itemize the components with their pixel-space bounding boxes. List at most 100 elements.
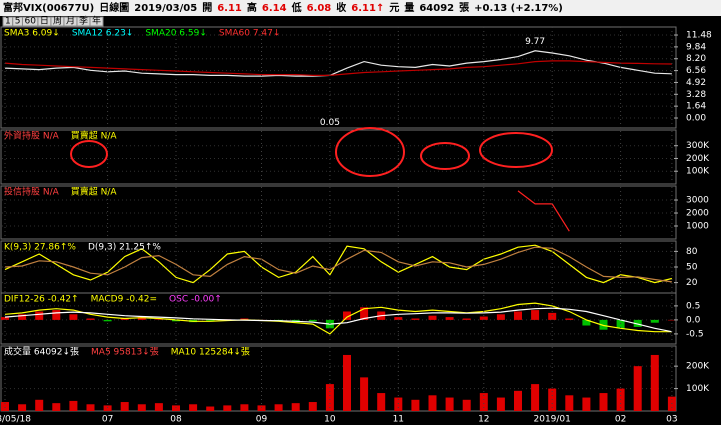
bar xyxy=(154,403,163,411)
circle-annotation xyxy=(70,140,108,168)
x-tick-label: 02 xyxy=(615,415,626,425)
x-tick-label: 12 xyxy=(478,415,489,425)
y-tick-label: 2000 xyxy=(686,209,709,219)
toolbar-button-bg[interactable] xyxy=(89,16,104,27)
bar xyxy=(496,314,505,320)
header-field: 開 xyxy=(202,2,212,14)
series-line xyxy=(4,307,673,333)
bar xyxy=(120,402,129,411)
legend-entry: 買賣超 N/A xyxy=(71,130,118,142)
panel-frame xyxy=(0,26,677,129)
toolbar-button[interactable]: 5 xyxy=(15,17,21,27)
x-tick-label: 10 xyxy=(324,415,336,425)
legend-entry: MA10 125284↓張 xyxy=(171,347,250,358)
y-tick-label: 0.0 xyxy=(686,315,701,325)
legend-entry: MACD9 -0.42= xyxy=(91,295,157,305)
bar xyxy=(599,393,608,411)
bar xyxy=(479,393,488,411)
circle-annotation xyxy=(420,142,470,170)
legend-entry: 買賣超 N/A xyxy=(71,186,118,198)
toolbar-button[interactable]: 1 xyxy=(5,17,11,27)
series-line xyxy=(4,50,672,77)
legend-entry: OSC -0.00↑ xyxy=(169,295,222,305)
bar xyxy=(240,318,249,320)
bar xyxy=(137,404,146,411)
annotation: 0.05 xyxy=(320,118,340,128)
bar xyxy=(35,311,44,320)
bar xyxy=(69,400,78,411)
bar xyxy=(462,399,471,411)
legend-entry: SMA12 6.23↓ xyxy=(72,29,134,39)
header-field: 2019/03/05 xyxy=(134,3,197,14)
panel-frame xyxy=(0,129,677,185)
bar xyxy=(206,319,215,321)
bar xyxy=(514,311,522,320)
header-field: 張 xyxy=(459,2,470,14)
y-tick-label: 6.56 xyxy=(686,66,706,76)
bar xyxy=(1,317,9,320)
y-tick-label: 1000 xyxy=(686,222,709,232)
legend-entry: D(9,3) 21.25↑% xyxy=(88,243,161,253)
y-tick-label: 100K xyxy=(686,167,710,177)
bar xyxy=(189,404,198,411)
y-tick-label: 3000 xyxy=(686,196,709,206)
legend-entry: SMA3 6.09↓ xyxy=(4,29,60,39)
header-field: 6.11↑ xyxy=(351,3,384,14)
bar xyxy=(1,402,9,411)
header-field: 高 xyxy=(247,1,257,14)
toolbar-button[interactable]: 月 xyxy=(66,16,75,27)
bar xyxy=(154,319,163,320)
legend-entry: 成交量 64092↓張 xyxy=(4,346,79,358)
bar xyxy=(411,318,420,320)
y-tick-label: 8.20 xyxy=(686,54,706,64)
bar xyxy=(52,310,61,320)
toolbar-button[interactable]: 60 xyxy=(24,17,36,27)
header-field: +0.13 (+2.17%) xyxy=(474,3,563,14)
legend-entry: SMA60 7.47↓ xyxy=(219,29,281,39)
bar xyxy=(308,319,317,322)
bar xyxy=(69,314,78,320)
legend-entry: 投信持股 N/A xyxy=(4,186,60,198)
y-tick-label: 20 xyxy=(686,278,698,288)
bar xyxy=(343,354,351,411)
bar xyxy=(223,405,232,411)
header-field: 元 xyxy=(389,2,399,14)
bar xyxy=(582,397,591,411)
toolbar-button[interactable]: 日 xyxy=(40,16,49,27)
x-tick-label: 07 xyxy=(102,415,113,425)
header-field: 64092 xyxy=(419,3,454,14)
toolbar-button[interactable]: 周 xyxy=(53,16,62,27)
annotation: 9.77 xyxy=(525,37,545,47)
bar xyxy=(86,318,95,320)
bar xyxy=(103,405,112,411)
bar xyxy=(514,390,522,411)
bar xyxy=(428,395,437,411)
legend-entry: 外資持股 N/A xyxy=(4,130,60,142)
bar xyxy=(308,402,317,411)
y-tick-label: 0.5 xyxy=(686,301,700,311)
legend-entry: SMA20 6.59↓ xyxy=(145,29,207,39)
bar xyxy=(360,307,369,320)
y-tick-label: 3.28 xyxy=(686,90,706,100)
x-tick-label: 2019/01 xyxy=(534,415,571,425)
series-line xyxy=(4,246,672,283)
y-tick-label: 50 xyxy=(686,263,698,273)
header-field: 6.11 xyxy=(217,3,242,14)
toolbar-button[interactable]: 季 xyxy=(79,15,88,27)
y-tick-label: 100K xyxy=(686,384,710,394)
header-field: 低 xyxy=(291,1,302,14)
circle-annotation xyxy=(335,127,405,177)
bar xyxy=(172,319,180,322)
bar xyxy=(531,310,540,320)
header-bar xyxy=(0,0,721,16)
toolbar-button[interactable]: 年 xyxy=(92,15,101,27)
panel-frame xyxy=(0,345,677,412)
x-tick-label: 09 xyxy=(256,415,268,425)
bar xyxy=(172,405,180,411)
y-tick-label: 0.00 xyxy=(686,114,706,124)
bar xyxy=(411,399,420,411)
panel-frame xyxy=(0,185,677,240)
bar xyxy=(343,311,351,320)
bar xyxy=(531,384,540,411)
